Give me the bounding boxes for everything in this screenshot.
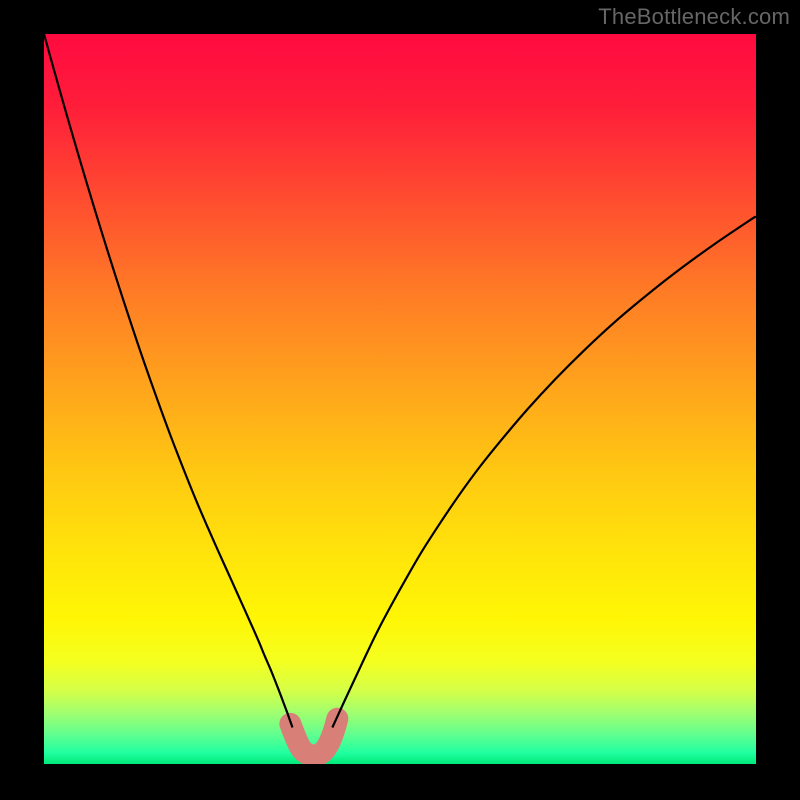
chart-svg — [44, 34, 756, 764]
chart-background — [44, 34, 756, 764]
watermark-text: TheBottleneck.com — [598, 4, 790, 30]
bottleneck-chart — [44, 34, 756, 764]
